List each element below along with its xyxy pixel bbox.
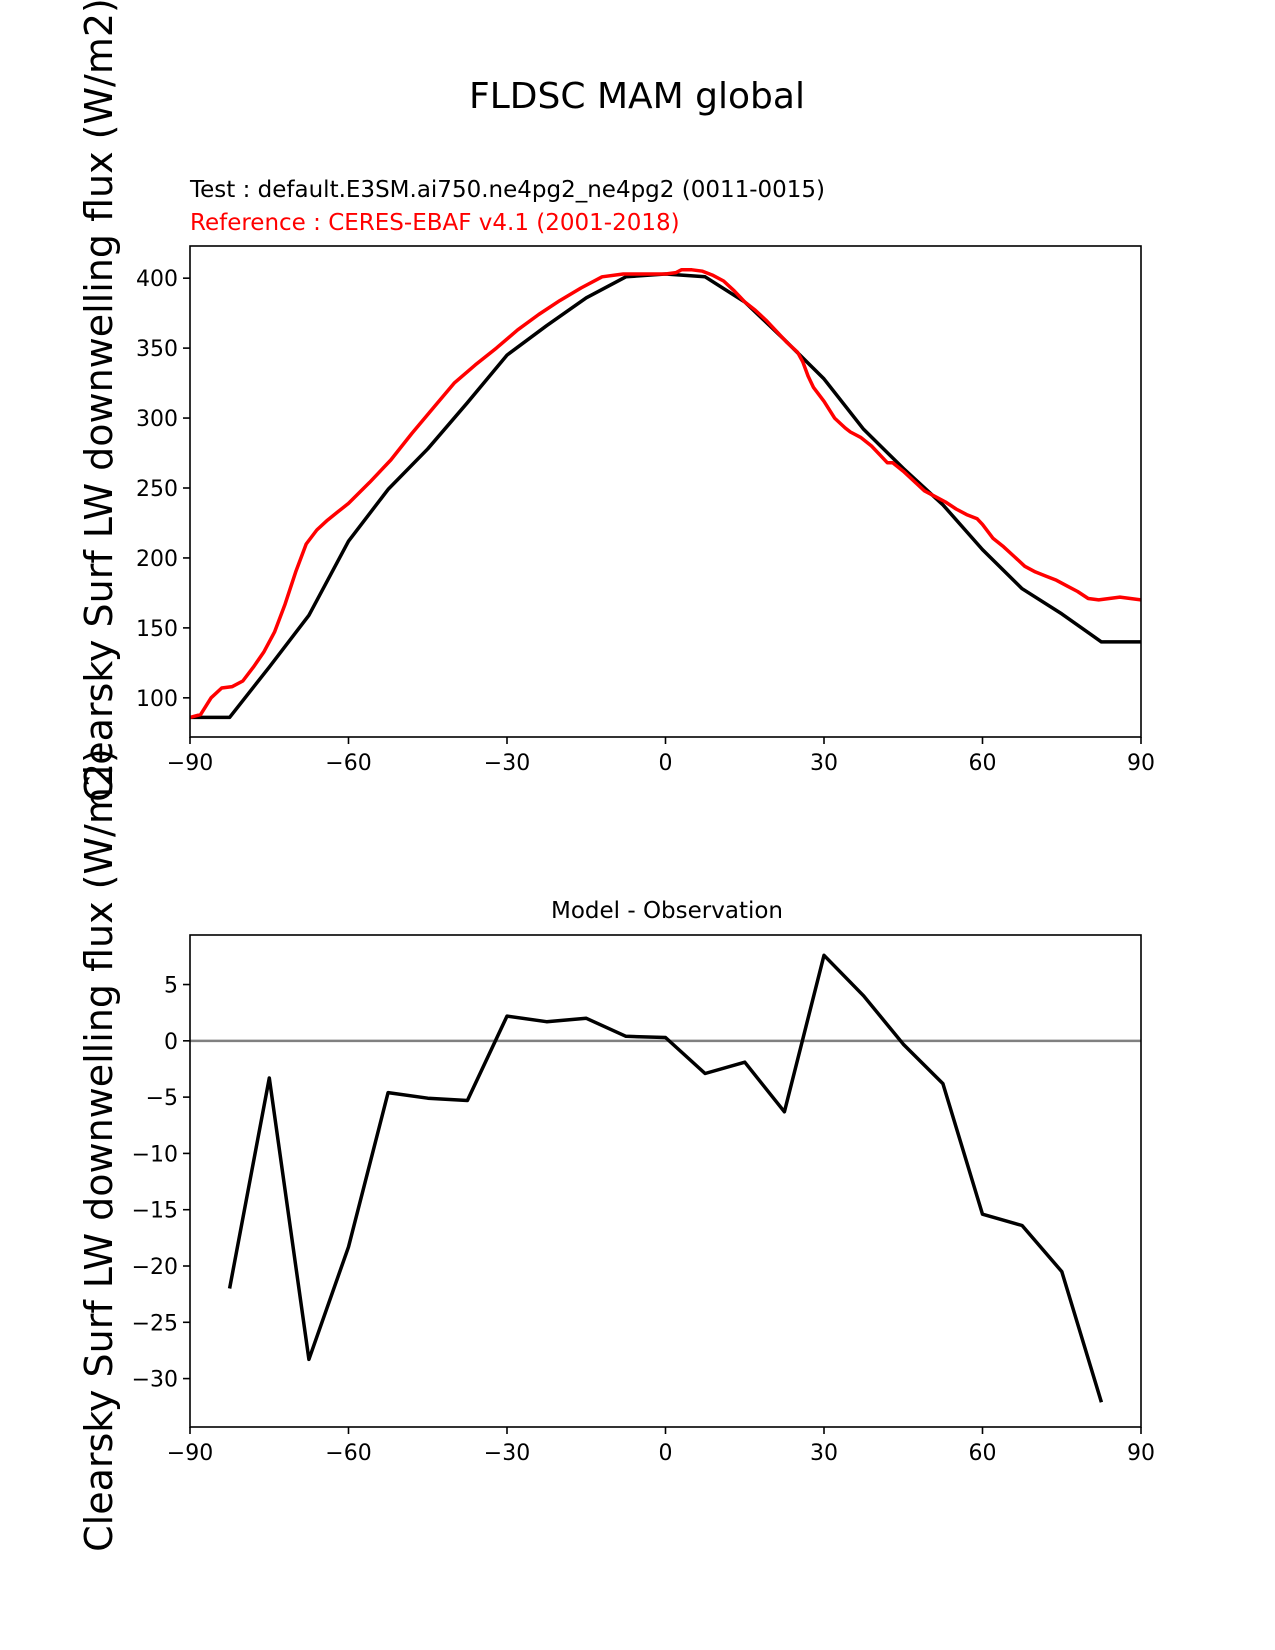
bottom-panel: −90 −60 −30 0 30 60 90 5 0 −5 −10 −15 −20 −25 −30 — [132, 934, 1155, 1466]
top-ytick-label: 100 — [136, 687, 178, 712]
bottom-ytick-label: −25 — [132, 1311, 178, 1336]
bottom-ytick-label: −30 — [132, 1368, 178, 1393]
top-ytick-label: 250 — [136, 477, 178, 502]
figure-ylabel-bottom: Clearsky Surf LW downwelling flux (W/m2) — [77, 748, 121, 1552]
bottom-xtick-label: −60 — [325, 1441, 371, 1466]
bottom-ytick-label: 0 — [164, 1030, 178, 1055]
top-ytick-label: 150 — [136, 617, 178, 642]
bottom-xtick-label: 30 — [810, 1441, 838, 1466]
bottom-series-difference — [227, 953, 1104, 1403]
top-xtick-label: −90 — [167, 751, 213, 776]
top-xtick-label: −30 — [484, 751, 530, 776]
top-panel: −90 −60 −30 0 30 60 90 100 150 200 250 300 350 400 — [136, 245, 1155, 776]
bottom-ytick-label: 5 — [164, 974, 178, 999]
figure-ylabel-top: Clearsky Surf LW downwelling flux (W/m2) — [77, 0, 121, 802]
top-ytick-label: 200 — [136, 547, 178, 572]
bottom-xtick-label: 60 — [969, 1441, 997, 1466]
test-label: Test : default.E3SM.ai750.ne4pg2_ne4pg2 … — [189, 177, 825, 203]
top-xtick-label: 0 — [659, 751, 673, 776]
top-series-reference — [190, 268, 1141, 720]
top-xtick-label: 60 — [969, 751, 997, 776]
top-xtick-label: 30 — [810, 751, 838, 776]
figure-title: FLDSC MAM global — [469, 76, 805, 117]
bottom-xtick-label: 0 — [659, 1441, 673, 1466]
top-xtick-label: −60 — [325, 751, 371, 776]
bottom-ytick-label: −5 — [146, 1086, 178, 1111]
top-xtick-label: 90 — [1127, 751, 1155, 776]
top-ytick-label: 350 — [136, 337, 178, 362]
bottom-xtick-label: 90 — [1127, 1441, 1155, 1466]
top-ytick-label: 400 — [136, 267, 178, 292]
top-ytick-label: 300 — [136, 407, 178, 432]
bottom-panel-title: Model - Observation — [551, 898, 783, 924]
bottom-ytick-label: −15 — [132, 1199, 178, 1224]
bottom-xtick-label: −30 — [484, 1441, 530, 1466]
bottom-ytick-label: −10 — [132, 1142, 178, 1167]
bottom-xtick-label: −90 — [167, 1441, 213, 1466]
reference-label: Reference : CERES-EBAF v4.1 (2001-2018) — [190, 210, 680, 236]
bottom-ytick-label: −20 — [132, 1255, 178, 1280]
